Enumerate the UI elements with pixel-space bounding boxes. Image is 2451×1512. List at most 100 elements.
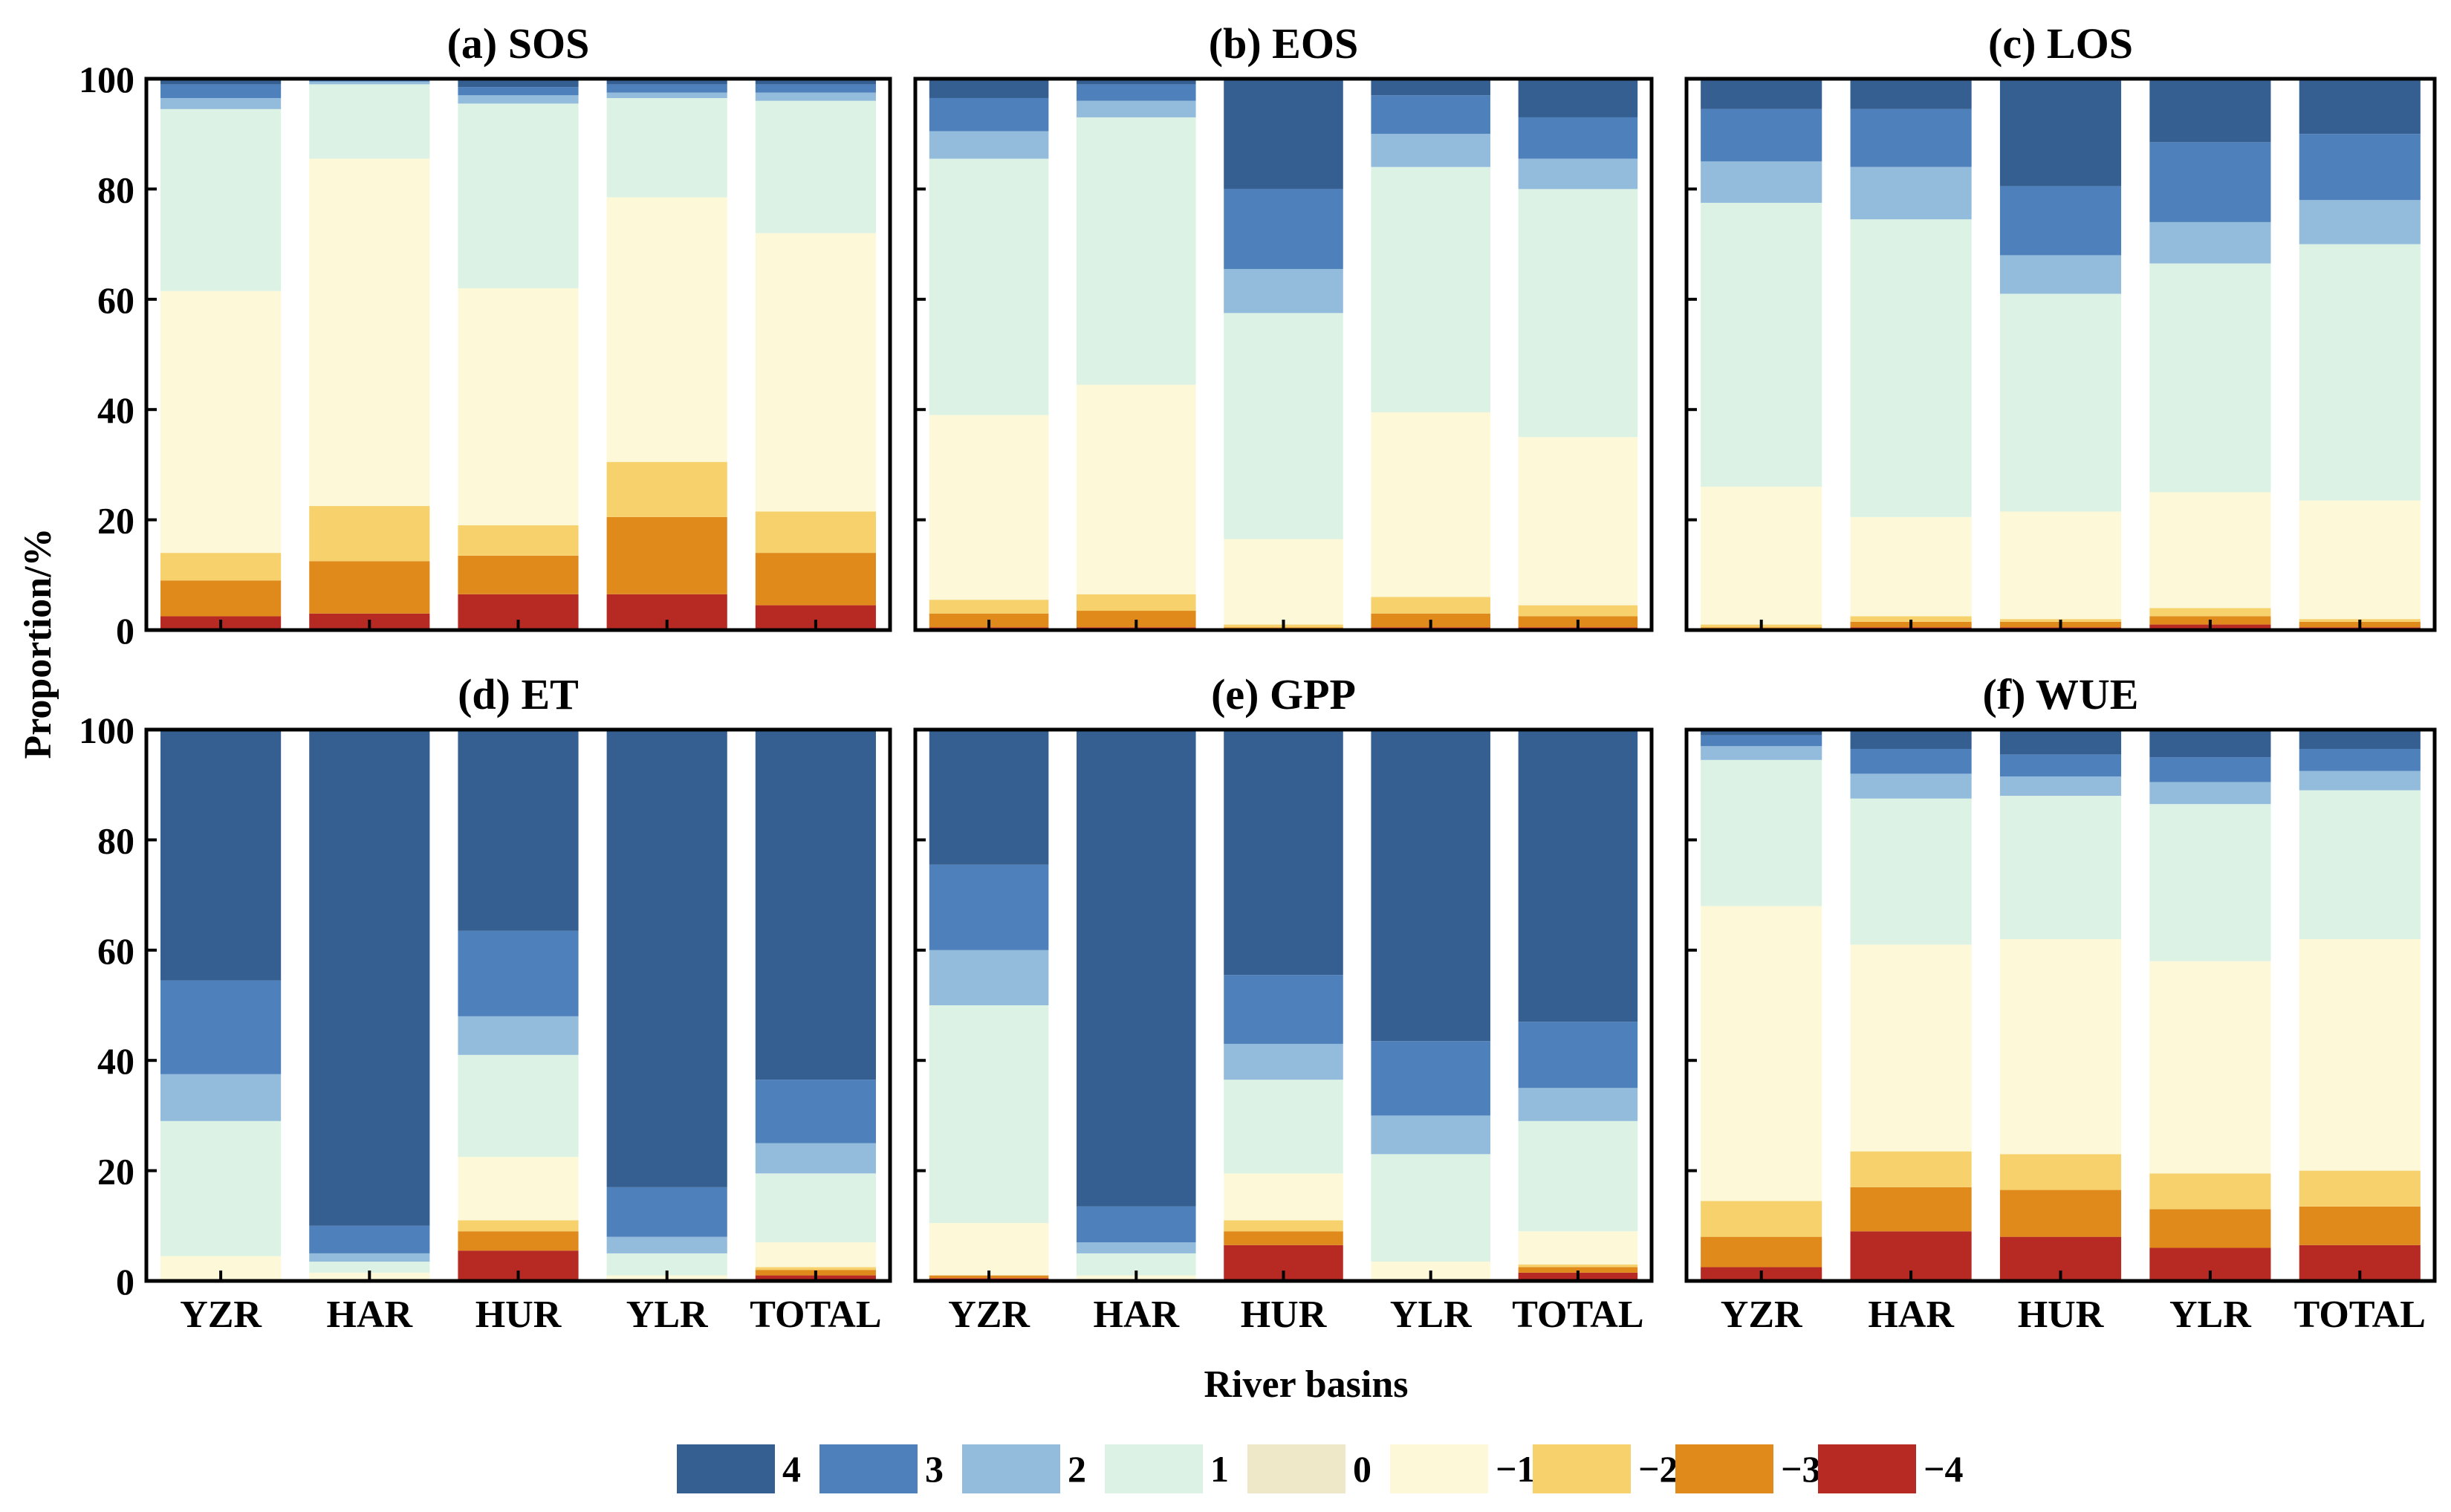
bar-segment — [1077, 611, 1196, 628]
bar-segment — [755, 233, 876, 512]
bar-segment — [1701, 759, 1822, 906]
bar-segment — [1850, 616, 1972, 622]
bar-segment — [160, 980, 282, 1074]
bar-segment — [1077, 117, 1196, 385]
bar-segment — [929, 600, 1049, 614]
bar-segment — [458, 103, 579, 288]
bar-segment — [2299, 748, 2421, 771]
bar-segment — [2299, 134, 2421, 201]
panel-title: (f) WUE — [1983, 670, 2139, 718]
legend: 4 3 2 1 0 −1 −2 −3 −4 — [677, 1444, 1964, 1493]
bar-segment — [1518, 117, 1638, 159]
bar-segment — [929, 730, 1049, 865]
bar-segment — [755, 1143, 876, 1174]
bar-segment — [458, 930, 579, 1016]
bar-segment — [1999, 186, 2122, 256]
bar-segment — [929, 158, 1049, 415]
bar-segment — [1518, 189, 1638, 438]
bar-segment — [1371, 1115, 1490, 1155]
bar-segment — [1518, 1022, 1638, 1088]
y-tick-label: 60 — [97, 279, 134, 321]
legend-label: 4 — [782, 1448, 801, 1490]
bar-segment — [160, 108, 282, 291]
legend-label: 1 — [1210, 1448, 1229, 1490]
bar-segment — [1224, 975, 1343, 1044]
bar-segment — [309, 158, 430, 507]
bar-segment — [1518, 1120, 1638, 1232]
bar-segment — [1999, 796, 2122, 939]
bar-segment — [1518, 1264, 1638, 1268]
bar-segment — [1077, 1242, 1196, 1253]
bar-segment — [1077, 79, 1196, 85]
bar-segment — [929, 1223, 1049, 1276]
bar-segment — [1999, 754, 2122, 777]
bar-segment — [1850, 79, 1972, 109]
panel-2: (b) EOS — [913, 19, 1654, 632]
bar-segment — [929, 864, 1049, 950]
y-tick-label: 80 — [97, 820, 134, 861]
bar-segment — [1224, 313, 1343, 539]
bar-segment — [1701, 202, 1822, 487]
bar-segment — [1701, 487, 1822, 625]
bar-segment — [755, 1080, 876, 1143]
bar-segment — [1371, 597, 1490, 614]
bar-segment — [458, 1220, 579, 1232]
bar-segment — [606, 1187, 727, 1237]
bar-segment — [2299, 938, 2421, 1171]
bar-segment — [458, 730, 579, 931]
bar-segment — [1371, 1041, 1490, 1116]
bar-segment — [1850, 108, 1972, 167]
legend-swatch — [1105, 1444, 1203, 1493]
bar-segment — [2149, 730, 2271, 758]
bar-segment — [458, 87, 579, 96]
bar-segment — [2149, 221, 2271, 264]
bar-segment — [1850, 219, 1972, 517]
x-tick-label: HUR — [475, 1294, 562, 1336]
bar-segment — [1371, 79, 1490, 96]
bar-segment — [755, 84, 876, 93]
legend-swatch — [1247, 1444, 1345, 1493]
bar-segment — [1701, 1236, 1822, 1268]
y-tick-label: 80 — [97, 169, 134, 210]
bar-segment — [1077, 730, 1196, 1207]
bar-segment — [1999, 79, 2122, 186]
bar-segment — [160, 553, 282, 581]
legend-label: −3 — [1781, 1448, 1821, 1490]
bar-segment — [1224, 1231, 1343, 1245]
bar-segment — [2299, 500, 2421, 620]
bar-segment — [755, 553, 876, 606]
bar-segment — [755, 730, 876, 1080]
bar-segment — [1077, 84, 1196, 101]
bar-segment — [309, 1225, 430, 1253]
bar-segment — [1850, 516, 1972, 617]
bar-segment — [458, 525, 579, 556]
legend-label: 2 — [1068, 1448, 1086, 1490]
bar-segment — [929, 950, 1049, 1005]
bar-segment — [2149, 263, 2271, 493]
x-tick-label: TOTAL — [1512, 1294, 1643, 1336]
legend-swatch — [962, 1444, 1060, 1493]
bar-segment — [1224, 1043, 1343, 1080]
x-tick-label: YZR — [948, 1294, 1030, 1336]
bar-segment — [458, 79, 579, 88]
bar-segment — [1999, 255, 2122, 294]
legend-swatch — [1818, 1444, 1916, 1493]
bar-segment — [2299, 1170, 2421, 1207]
legend-swatch — [819, 1444, 918, 1493]
bar-segment — [2299, 770, 2421, 791]
bar-segment — [1224, 730, 1343, 976]
panel-title: (b) EOS — [1209, 19, 1358, 68]
bar-segment — [929, 97, 1049, 132]
bar-segment — [929, 1005, 1049, 1224]
bar-segment — [1850, 773, 1972, 799]
bar-segment — [755, 92, 876, 101]
bar-segment — [309, 730, 430, 1226]
bar-segment — [2299, 79, 2421, 134]
bar-segment — [1518, 158, 1638, 189]
bar-segment — [1999, 1154, 2122, 1190]
bar-segment — [458, 1054, 579, 1158]
panel-5: YZR HAR HUR YLR TOTAL (e) GPP — [913, 670, 1654, 1336]
y-tick-label: 20 — [97, 500, 134, 542]
bar-segment — [755, 1173, 876, 1243]
